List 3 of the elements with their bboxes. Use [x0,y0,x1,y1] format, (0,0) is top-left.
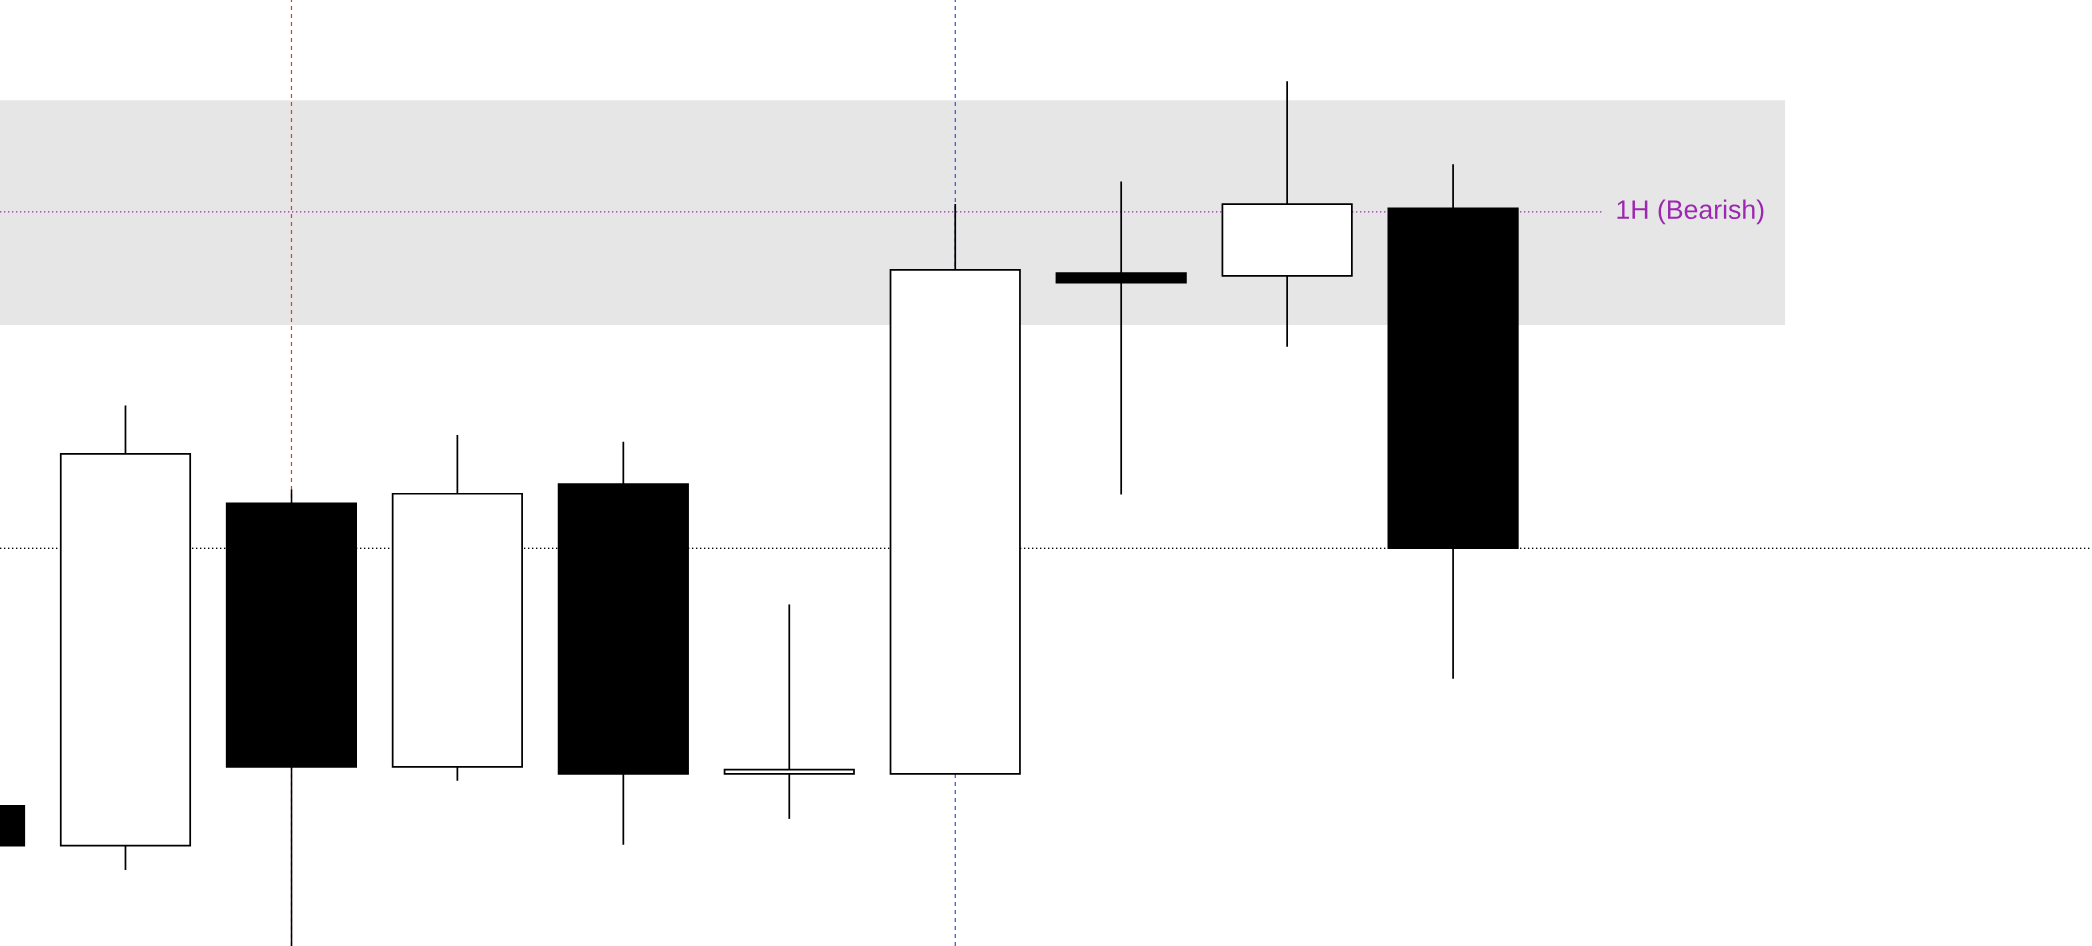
candlestick [1055,180,1187,496]
candlestick [723,603,855,820]
ref-line-label: 1H (Bearish) [1617,199,1764,225]
